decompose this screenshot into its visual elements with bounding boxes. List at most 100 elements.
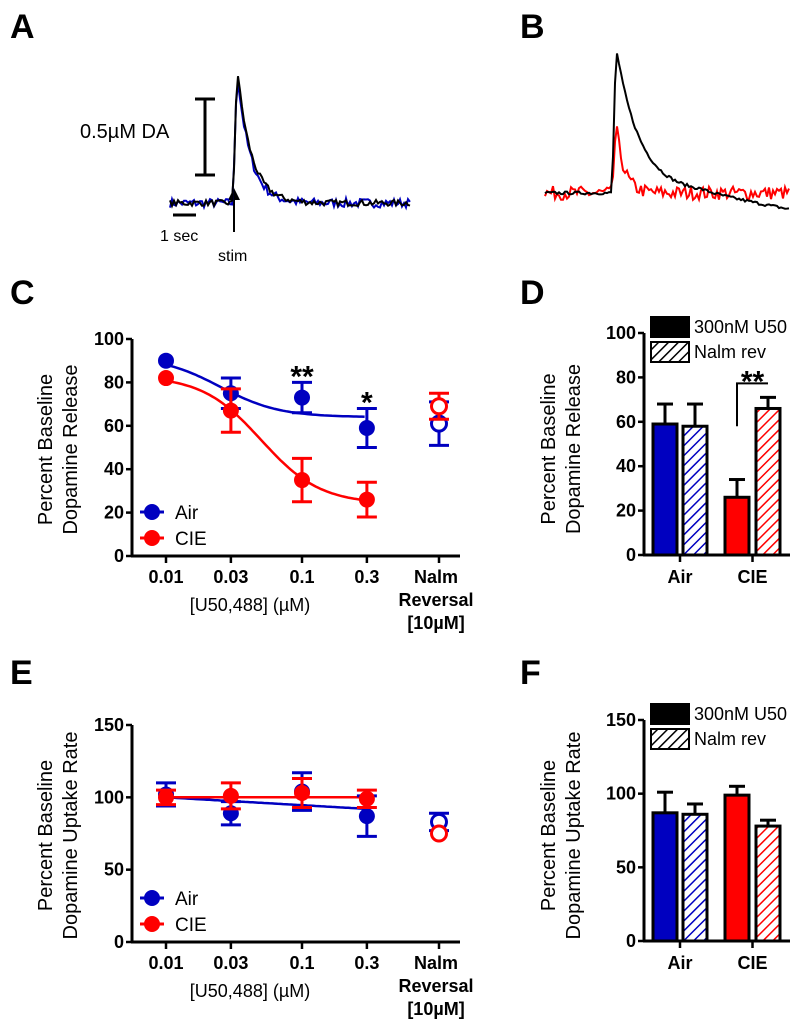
x-tick-label: 0.1 — [289, 567, 314, 587]
legend-swatch — [650, 728, 690, 750]
category-label: CIE — [737, 567, 767, 587]
air-data-point — [294, 389, 310, 406]
scale-time-label: 1 sec — [160, 228, 198, 245]
air-data-point — [158, 352, 174, 369]
cie-data-point — [222, 402, 239, 419]
cie-data-point — [294, 472, 310, 489]
y-axis-label: Percent Baseline — [35, 760, 57, 911]
legend-label: Nalm rev — [694, 342, 766, 362]
panel-c-chart: 0 20 40 60 80 100 0.01 0.03 0.1 0.3 Nalm Reversal [1… — [35, 329, 474, 633]
x-tick-label: 0.03 — [213, 567, 248, 587]
significance-bracket — [736, 382, 768, 427]
cie-nalm-rev-bar — [754, 406, 782, 557]
y-tick-label: 150 — [94, 715, 124, 735]
y-tick-label: 0 — [114, 546, 124, 566]
y-tick-label: 100 — [94, 787, 124, 807]
y-tick-label: 80 — [104, 372, 124, 392]
y-tick-label: 40 — [104, 459, 124, 479]
reversal-label: Nalm — [414, 567, 458, 587]
legend-marker — [144, 504, 160, 520]
cie-data-point — [294, 784, 310, 801]
legend-swatch — [650, 316, 690, 338]
y-axis-label: Percent Baseline — [538, 760, 560, 911]
legend-label: CIE — [175, 915, 207, 936]
stim-arrow-icon — [228, 188, 240, 232]
reversal-label: Nalm — [414, 953, 458, 973]
cie-u50-bar — [723, 793, 751, 943]
cie-data-point — [358, 491, 375, 508]
y-axis-label: Percent Baseline — [538, 373, 560, 524]
legend-label: 300nM U50 — [694, 317, 787, 337]
y-axis-label: Dopamine Uptake Rate — [60, 732, 82, 940]
panel-d-chart: 0 20 40 60 80 100 Percent Baseline Dopamine Rel… — [538, 316, 790, 587]
legend-swatch — [650, 341, 690, 363]
y-tick-label: 60 — [104, 416, 124, 436]
y-tick-label: 0 — [114, 932, 124, 952]
x-tick-label: 0.01 — [148, 567, 183, 587]
y-tick-label: 0 — [626, 545, 636, 565]
panel-label-d: D — [520, 274, 545, 312]
cie-trace — [544, 126, 790, 203]
legend-marker — [144, 530, 160, 546]
cie-data-point — [222, 787, 239, 804]
x-tick-label: 0.1 — [289, 953, 314, 973]
y-tick-label: 20 — [104, 503, 124, 523]
x-tick-label: 0.3 — [354, 567, 379, 587]
x-axis-label: [U50,488] (µM) — [190, 981, 310, 1001]
reversal-label: [10µM] — [407, 613, 464, 633]
cie-data-point — [158, 370, 174, 387]
y-axis-label: Percent Baseline — [35, 374, 57, 525]
panel-f-chart: 0 50 100 150 Percent Baseline Dopamine Uptake… — [538, 703, 790, 973]
panel-a-traces — [169, 76, 411, 211]
panel-b-traces — [544, 53, 790, 210]
cie-reversal-point — [430, 824, 448, 843]
y-tick-label: 20 — [616, 501, 636, 521]
cie-nalm-rev-bar — [754, 824, 782, 943]
x-tick-label: 0.03 — [213, 953, 248, 973]
y-tick-label: 100 — [94, 329, 124, 349]
y-axis-label: Dopamine Release — [563, 364, 585, 534]
air-fit-curve — [165, 796, 365, 811]
cie-data-point — [358, 790, 375, 807]
significance-marker: ** — [290, 360, 314, 393]
y-tick-label: 100 — [606, 323, 636, 343]
air-nalm-rev-bar — [681, 812, 709, 943]
panel-label-a: A — [10, 8, 35, 46]
y-tick-label: 100 — [606, 784, 636, 804]
x-axis-label: [U50,488] (µM) — [190, 595, 310, 615]
y-tick-label: 60 — [616, 412, 636, 432]
legend-label: CIE — [175, 529, 207, 550]
reversal-label: Reversal — [398, 590, 473, 610]
legend-label: Air — [175, 889, 199, 910]
y-tick-label: 80 — [616, 367, 636, 387]
cie-reversal-point — [430, 397, 448, 416]
control-trace — [544, 53, 790, 210]
panel-label-e: E — [10, 654, 33, 692]
legend-swatch — [650, 703, 690, 725]
panel-e-chart: 0 50 100 150 0.01 0.03 0.1 0.3 Nalm Reversal [10µM… — [35, 715, 474, 1019]
x-tick-label: 0.3 — [354, 953, 379, 973]
cie-fit-curve — [165, 379, 365, 502]
legend-label: Nalm rev — [694, 729, 766, 749]
x-tick-label: 0.01 — [148, 953, 183, 973]
y-tick-label: 150 — [606, 710, 636, 730]
legend-marker — [144, 890, 160, 906]
significance-marker: * — [361, 386, 373, 419]
panel-label-f: F — [520, 654, 541, 692]
significance-marker: ** — [741, 365, 765, 398]
y-tick-label: 0 — [626, 931, 636, 951]
y-tick-label: 40 — [616, 456, 636, 476]
cie-data-point — [158, 789, 174, 806]
air-u50-bar — [651, 422, 679, 557]
category-label: CIE — [737, 953, 767, 973]
air-nalm-rev-bar — [681, 424, 709, 557]
scale-amplitude-label: 0.5µM DA — [80, 121, 170, 143]
legend-marker — [144, 916, 160, 932]
air-data-point — [358, 419, 375, 436]
air-data-point — [358, 808, 375, 825]
legend-label: Air — [175, 503, 199, 524]
y-tick-label: 50 — [104, 860, 124, 880]
y-tick-label: 50 — [616, 857, 636, 877]
reversal-label: [10µM] — [407, 999, 464, 1019]
